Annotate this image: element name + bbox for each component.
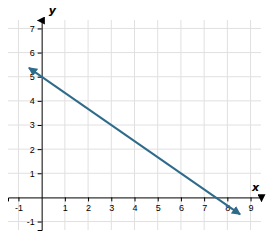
y-tick-mark [38,53,42,54]
y-tick-mark [38,173,42,174]
grid-line-y [8,173,261,174]
y-tick: 7 [30,24,42,34]
x-tick-label: 6 [179,203,184,213]
grid-line-y [8,28,261,29]
y-tick: 1 [30,169,42,179]
x-tick-mark [158,197,159,201]
y-axis-line [38,21,43,231]
x-tick-label: 7 [202,203,207,213]
x-tick-label: 9 [249,203,254,213]
grid-line-y [8,52,261,53]
y-tick-mark [38,28,42,29]
y-axis-title: y [49,4,57,17]
y-axis: -1 1 2 3 4 5 6 7 [27,21,43,231]
grid-line-y [8,149,261,150]
y-tick-label: 6 [30,48,35,58]
x-tick: 3 [109,197,114,212]
y-tick-label: 7 [30,24,35,34]
x-tick-mark [135,197,136,201]
grid-line-y [8,221,261,222]
x-tick-label: 2 [86,203,91,213]
chart: -1123456789-11234567xy [0,0,275,238]
x-tick-mark [18,197,19,201]
data-line [29,68,240,214]
y-tick-label: 5 [30,72,35,82]
x-tick-mark [88,197,89,201]
chart-container: -1123456789-11234567xy [0,0,275,238]
y-tick: 4 [30,96,42,106]
x-tick: 4 [132,197,137,212]
x-tick: 9 [249,197,254,212]
x-tick-label: 1 [63,203,68,213]
grid-line-y [8,125,261,126]
x-tick: 6 [179,197,184,212]
y-tick: 6 [30,48,42,58]
y-tick-mark [38,125,42,126]
x-tick-mark [227,197,228,201]
plot-area [29,68,240,214]
x-tick: 5 [156,197,161,212]
y-tick: 3 [30,120,42,130]
x-tick-mark [65,197,66,201]
x-tick-mark [251,197,252,201]
x-tick: 7 [202,197,207,212]
y-tick-mark [38,149,42,150]
x-tick-label: -1 [15,203,23,213]
grid-line-y [8,76,261,77]
y-tick-label: 2 [30,145,35,155]
x-tick-label: 3 [109,203,114,213]
x-tick-mark [111,197,112,201]
x-axis: -1123456789 [9,197,262,212]
y-tick-label: 1 [30,169,35,179]
x-axis-title: x [251,181,260,194]
x-tick-mark [204,197,205,201]
y-tick-label: 3 [30,120,35,130]
x-tick-mark [181,197,182,201]
y-tick-label: -1 [27,217,35,227]
y-tick-label: 4 [30,96,35,106]
x-tick: -1 [15,197,23,212]
x-axis-line [9,198,262,202]
x-tick-label: 5 [156,203,161,213]
y-tick-mark [38,222,42,223]
grid [8,20,261,230]
y-tick-mark [38,101,42,102]
grid-line-y [8,100,261,101]
y-tick: 2 [30,145,42,155]
y-tick: -1 [27,217,42,227]
x-tick: 2 [86,197,91,212]
x-tick-label: 4 [132,203,137,213]
x-tick: 1 [63,197,68,212]
